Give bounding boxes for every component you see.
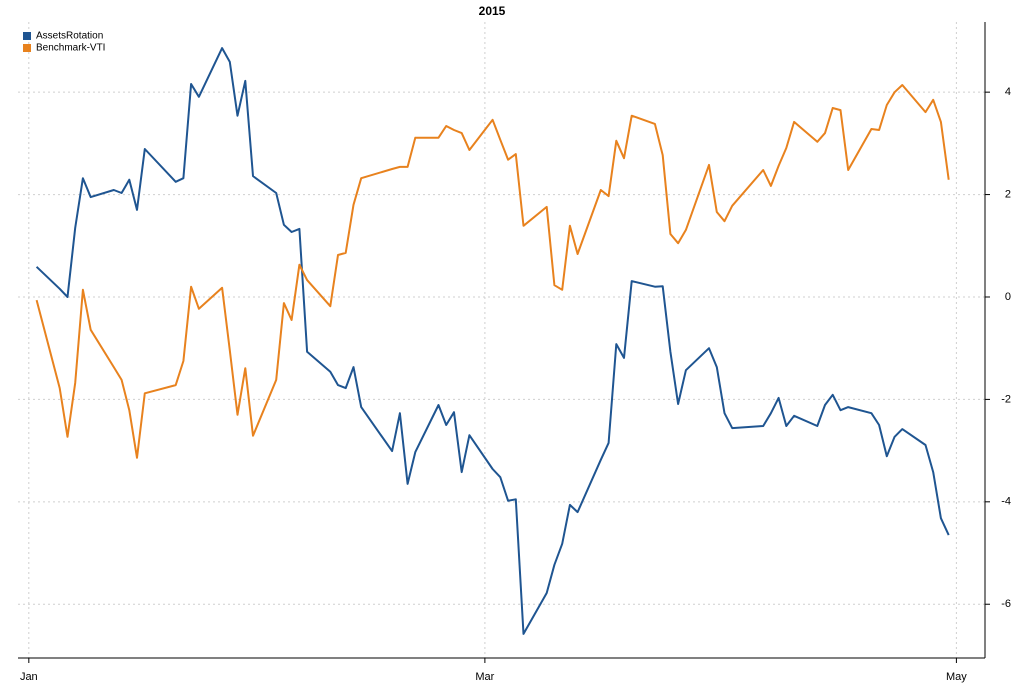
legend-label: AssetsRotation: [36, 31, 103, 42]
y-tick-label: 2: [1005, 188, 1011, 200]
x-tick-label: Jan: [20, 671, 38, 683]
series-line: [35, 47, 950, 635]
y-tick-label: 4: [1005, 86, 1011, 98]
legend-swatch: [23, 44, 31, 52]
series-line: [35, 84, 950, 459]
y-tick-label: 0: [1005, 291, 1011, 303]
legend-label: Benchmark-VTI: [36, 43, 105, 54]
x-tick-label: May: [946, 671, 967, 683]
legend-swatch: [23, 32, 31, 40]
chart-title: 2015: [479, 4, 506, 18]
y-tick-label: -6: [1001, 598, 1011, 610]
x-tick-label: Mar: [475, 671, 494, 683]
y-tick-label: -4: [1001, 496, 1011, 508]
y-tick-label: -2: [1001, 393, 1011, 405]
